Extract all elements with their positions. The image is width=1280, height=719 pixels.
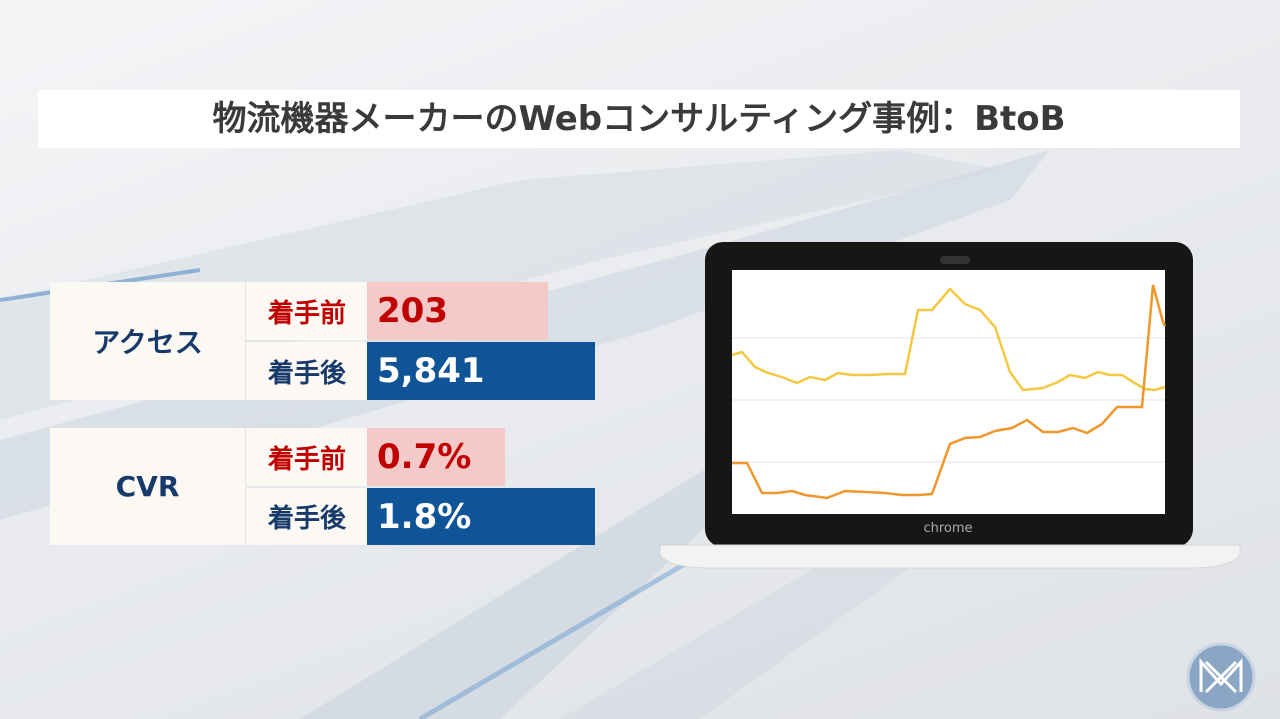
camera bbox=[940, 256, 970, 264]
metric-label: アクセス bbox=[50, 282, 245, 400]
after-label: 着手後 bbox=[245, 488, 368, 545]
before-value: 0.7% bbox=[367, 428, 505, 486]
laptop-brand: chrome bbox=[923, 521, 972, 536]
slide-title: 物流機器メーカーのWebコンサルティング事例：BtoB bbox=[38, 90, 1240, 148]
after-value: 5,841 bbox=[367, 342, 595, 400]
before-value: 203 bbox=[367, 282, 548, 340]
after-value: 1.8% bbox=[367, 488, 595, 545]
logo bbox=[1186, 642, 1256, 712]
screen-line-orange bbox=[732, 284, 1167, 500]
before-label: 着手前 bbox=[245, 428, 368, 486]
screen-gridlines bbox=[732, 337, 1165, 463]
metric-label: CVR bbox=[50, 428, 245, 545]
laptop: chrome bbox=[659, 242, 1241, 569]
after-label: 着手後 bbox=[245, 342, 368, 400]
screen-line-yellow bbox=[731, 287, 1166, 392]
laptop-base bbox=[659, 544, 1241, 569]
before-label: 着手前 bbox=[245, 282, 368, 340]
laptop-screen bbox=[732, 270, 1165, 514]
